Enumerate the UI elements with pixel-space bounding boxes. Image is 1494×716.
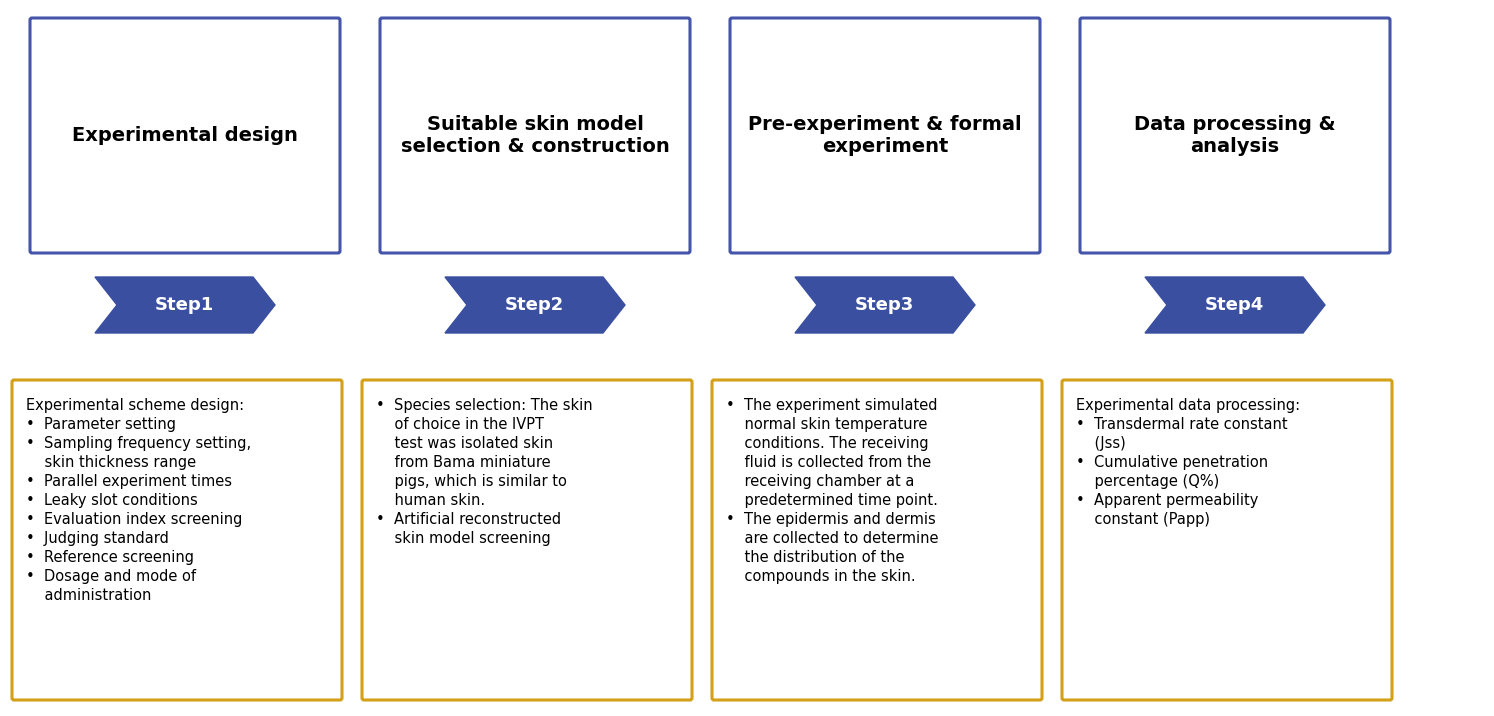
Text: •  Cumulative penetration: • Cumulative penetration bbox=[1076, 455, 1268, 470]
Text: (Jss): (Jss) bbox=[1076, 436, 1126, 451]
Text: test was isolated skin: test was isolated skin bbox=[376, 436, 553, 451]
FancyBboxPatch shape bbox=[12, 380, 342, 700]
Text: •  The epidermis and dermis: • The epidermis and dermis bbox=[726, 512, 935, 527]
Text: Step2: Step2 bbox=[505, 296, 563, 314]
Text: •  Transdermal rate constant: • Transdermal rate constant bbox=[1076, 417, 1288, 432]
Text: conditions. The receiving: conditions. The receiving bbox=[726, 436, 929, 451]
Text: Experimental data processing:: Experimental data processing: bbox=[1076, 398, 1300, 413]
Polygon shape bbox=[96, 277, 275, 333]
FancyBboxPatch shape bbox=[362, 380, 692, 700]
Text: •  Apparent permeability: • Apparent permeability bbox=[1076, 493, 1258, 508]
Text: administration: administration bbox=[25, 588, 151, 603]
Text: Step3: Step3 bbox=[855, 296, 913, 314]
Text: Step1: Step1 bbox=[154, 296, 214, 314]
Polygon shape bbox=[795, 277, 976, 333]
Text: •  Species selection: The skin: • Species selection: The skin bbox=[376, 398, 593, 413]
Text: predetermined time point.: predetermined time point. bbox=[726, 493, 938, 508]
Text: •  Judging standard: • Judging standard bbox=[25, 531, 169, 546]
Text: •  Dosage and mode of: • Dosage and mode of bbox=[25, 569, 196, 584]
Text: compounds in the skin.: compounds in the skin. bbox=[726, 569, 916, 584]
Text: Step4: Step4 bbox=[1204, 296, 1264, 314]
FancyBboxPatch shape bbox=[379, 18, 690, 253]
Text: the distribution of the: the distribution of the bbox=[726, 550, 904, 565]
Text: Suitable skin model
selection & construction: Suitable skin model selection & construc… bbox=[400, 115, 669, 156]
Polygon shape bbox=[1144, 277, 1325, 333]
Text: skin model screening: skin model screening bbox=[376, 531, 551, 546]
Text: receiving chamber at a: receiving chamber at a bbox=[726, 474, 914, 489]
Text: •  Parallel experiment times: • Parallel experiment times bbox=[25, 474, 232, 489]
Text: normal skin temperature: normal skin temperature bbox=[726, 417, 928, 432]
Text: •  Leaky slot conditions: • Leaky slot conditions bbox=[25, 493, 197, 508]
Text: •  Reference screening: • Reference screening bbox=[25, 550, 194, 565]
FancyBboxPatch shape bbox=[1062, 380, 1392, 700]
Text: Data processing &
analysis: Data processing & analysis bbox=[1134, 115, 1336, 156]
Text: Pre-experiment & formal
experiment: Pre-experiment & formal experiment bbox=[748, 115, 1022, 156]
Polygon shape bbox=[445, 277, 624, 333]
Text: from Bama miniature: from Bama miniature bbox=[376, 455, 551, 470]
Text: •  Artificial reconstructed: • Artificial reconstructed bbox=[376, 512, 562, 527]
Text: •  Evaluation index screening: • Evaluation index screening bbox=[25, 512, 242, 527]
Text: of choice in the IVPT: of choice in the IVPT bbox=[376, 417, 544, 432]
Text: •  The experiment simulated: • The experiment simulated bbox=[726, 398, 938, 413]
FancyBboxPatch shape bbox=[1080, 18, 1389, 253]
FancyBboxPatch shape bbox=[713, 380, 1041, 700]
Text: •  Parameter setting: • Parameter setting bbox=[25, 417, 176, 432]
Text: Experimental scheme design:: Experimental scheme design: bbox=[25, 398, 244, 413]
Text: percentage (Q%): percentage (Q%) bbox=[1076, 474, 1219, 489]
Text: fluid is collected from the: fluid is collected from the bbox=[726, 455, 931, 470]
Text: skin thickness range: skin thickness range bbox=[25, 455, 196, 470]
FancyBboxPatch shape bbox=[731, 18, 1040, 253]
Text: •  Sampling frequency setting,: • Sampling frequency setting, bbox=[25, 436, 251, 451]
Text: Experimental design: Experimental design bbox=[72, 126, 297, 145]
FancyBboxPatch shape bbox=[30, 18, 341, 253]
Text: are collected to determine: are collected to determine bbox=[726, 531, 938, 546]
Text: constant (Papp): constant (Papp) bbox=[1076, 512, 1210, 527]
Text: human skin.: human skin. bbox=[376, 493, 486, 508]
Text: pigs, which is similar to: pigs, which is similar to bbox=[376, 474, 566, 489]
